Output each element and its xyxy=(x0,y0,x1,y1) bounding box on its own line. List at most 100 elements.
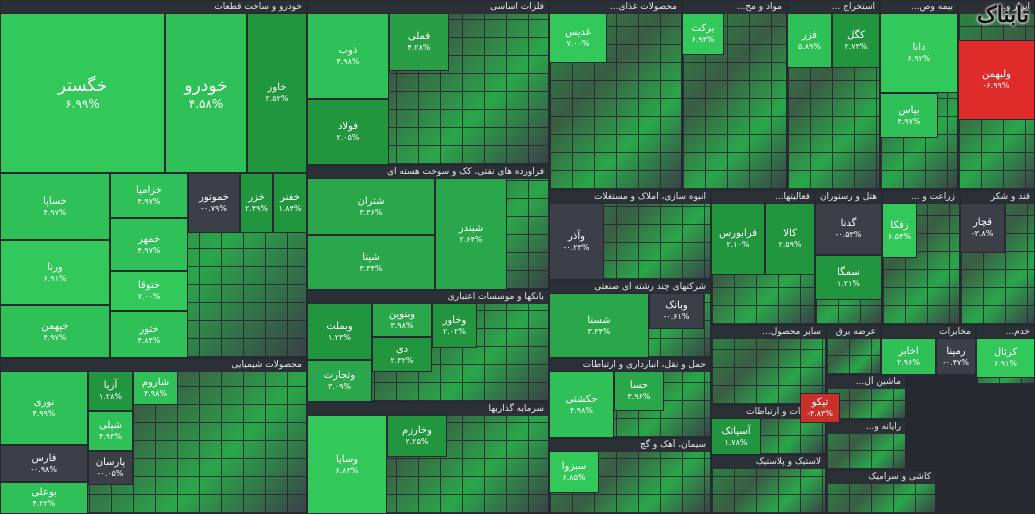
sector-title: سایر محصول... xyxy=(712,326,825,339)
stock-name: گدنا xyxy=(840,218,857,229)
sector-title: کاشی و سرامیک xyxy=(827,471,935,484)
stock-name: پارسان xyxy=(95,457,126,468)
stock-tile: ختور ۴.۸۴% xyxy=(110,311,188,358)
stock-change: ۴.۹۷% xyxy=(897,116,921,126)
stock-name: خگستر xyxy=(57,75,108,96)
stock-name: خساپا xyxy=(43,195,67,207)
sector-title: انبوه سازی، املاک و مستغلات xyxy=(550,191,710,204)
sector-title: خودرو و ساخت قطعات xyxy=(1,1,306,14)
sector: لاستیک و پلاستیک xyxy=(711,455,826,514)
stock-tile: کرثال ۶.۹۱% xyxy=(976,338,1035,378)
stock-change: ۲.۷۳% xyxy=(844,41,868,51)
stock-change: ۲.۰۵% xyxy=(336,133,360,142)
stock-name: حکشتی xyxy=(565,393,598,405)
stock-tile: دانا ۶.۹۲% xyxy=(880,13,958,93)
stock-name: زفکا xyxy=(890,219,909,231)
sector-title: سرمایه گذاریها xyxy=(308,403,548,416)
sector-title: مواد و مح... xyxy=(683,1,786,14)
stock-change: ۱.۷۸% xyxy=(724,437,748,447)
stock-tile: خودرو ۴.۵۸% xyxy=(165,13,247,173)
stock-name: وتجارت xyxy=(323,370,356,381)
stock-tile: خاور ۲.۵۲% xyxy=(247,13,307,173)
sector-title: خدم... xyxy=(977,326,1034,339)
sector-title: بانکها و موسسات اعتباری xyxy=(308,291,548,304)
stock-name: ولبهمن xyxy=(982,69,1011,80)
sector: رایانه و... xyxy=(826,420,906,470)
stock-change: -۰.۷۹% xyxy=(201,204,227,213)
stock-tile: آریا ۱.۲۸% xyxy=(88,371,133,411)
sector: سایر محصول... xyxy=(711,325,826,405)
stock-tile: فرابورس ۲.۱۰% xyxy=(711,203,765,275)
stock-tile: خموتور -۰.۷۹% xyxy=(188,173,240,233)
sector-title: بیمه وص... xyxy=(881,1,957,14)
stock-name: کالا xyxy=(783,228,797,239)
stock-change: ۴.۹۷% xyxy=(137,245,161,255)
stock-name: نوری xyxy=(33,397,55,408)
stock-tile: غدیس ۷.۰۰% xyxy=(549,13,607,63)
stock-name: فزر xyxy=(801,29,818,41)
stock-change: ۵.۸۹% xyxy=(797,41,822,51)
stock-change: ۲.۲۵% xyxy=(405,437,429,446)
stock-tile: رمپنا -۰.۴۷% xyxy=(936,338,976,375)
sector-title: فعالیتها... xyxy=(712,191,814,204)
stock-tile: شاروم ۴.۹۸% xyxy=(133,371,178,405)
logo: تابناک xyxy=(977,2,1029,28)
stock-name: وبملت xyxy=(326,320,353,332)
stock-tile: فولاد ۲.۰۵% xyxy=(307,99,389,165)
stock-name: خزر xyxy=(248,192,265,203)
stock-tile: ولبهمن -۶.۹۹% xyxy=(958,40,1035,120)
stock-change: -۶.۹۹% xyxy=(983,81,1010,90)
stock-tile: حکشتی ۴.۹۸% xyxy=(549,371,614,438)
stock-tile: شپلی ۴.۹۳% xyxy=(88,411,133,451)
stock-tile: خگستر ۶.۹۹% xyxy=(0,13,165,173)
stock-name: خاور xyxy=(267,82,287,93)
stock-name: خمهر xyxy=(137,233,161,245)
stock-change: ۲.۶۴% xyxy=(459,235,483,244)
sector-title: رایانه و... xyxy=(827,421,905,434)
stock-name: خفنر xyxy=(280,192,300,203)
stock-name: وسایا xyxy=(335,453,359,465)
sector-title: قند و شکر xyxy=(961,191,1034,204)
stock-tile: بوعلی ۴.۲۲% xyxy=(0,482,88,514)
stock-name: سبزوا xyxy=(561,461,587,472)
stock-name: قچار xyxy=(972,217,993,228)
stock-tile: وتجارت ۳.۰۹% xyxy=(307,360,372,402)
sector-title: سیمان، آهک و گچ xyxy=(550,439,710,452)
stock-name: غدیس xyxy=(564,27,591,38)
stock-tile: وآذر -۰.۲۳% xyxy=(549,203,604,280)
stock-change: ۳.۳۴% xyxy=(359,263,383,273)
stock-change: ۳.۹۶% xyxy=(627,392,651,401)
sector-title: حمل و نقل، انبارداری و ارتباطات xyxy=(550,359,710,372)
stock-change: ۶.۹۲% xyxy=(907,54,931,63)
stock-name: فارس xyxy=(31,452,57,464)
stock-name: شپلی xyxy=(98,420,123,431)
stock-name: خپهمن xyxy=(41,320,69,332)
stock-tile: دی ۲.۳۲% xyxy=(372,337,432,372)
stock-tile: شستا ۳.۳۴% xyxy=(549,293,649,358)
stock-name: ختور xyxy=(139,323,159,335)
stock-name: وآذر xyxy=(568,230,585,242)
stock-tile: اخابر ۲.۹۶% xyxy=(881,338,936,375)
sector-title: عرضه برق xyxy=(827,326,880,339)
sector-title: فلزات اساسی xyxy=(308,1,548,14)
stock-tile: فملی ۴.۲۸% xyxy=(389,13,449,71)
stock-change: ۳.۳۴% xyxy=(587,326,611,336)
stock-change: -۰.۶۱% xyxy=(663,312,690,321)
stock-change: -۰.۲۳% xyxy=(563,242,590,252)
sector-title: لاستیک و پلاستیک xyxy=(712,456,825,469)
stock-change: ۲.۵۹% xyxy=(778,240,802,249)
stock-change: ۲.۵۲% xyxy=(265,94,289,103)
stock-change: ۴.۹۷% xyxy=(137,196,161,206)
stock-change: ۱.۲۸% xyxy=(98,392,123,401)
stock-name: کرثال xyxy=(993,347,1018,358)
stock-change: ۲.۹۶% xyxy=(896,357,921,367)
stock-name: وخارزم xyxy=(402,425,432,436)
stock-name: خودرو xyxy=(184,75,228,96)
stock-name: فرابورس xyxy=(718,228,758,239)
stock-change: ۴.۲۸% xyxy=(407,43,431,52)
stock-change: ۱.۲۱% xyxy=(836,278,861,288)
stock-change: -۴.۸۳% xyxy=(807,409,833,418)
stock-change: ۷.۰۰% xyxy=(566,39,590,48)
